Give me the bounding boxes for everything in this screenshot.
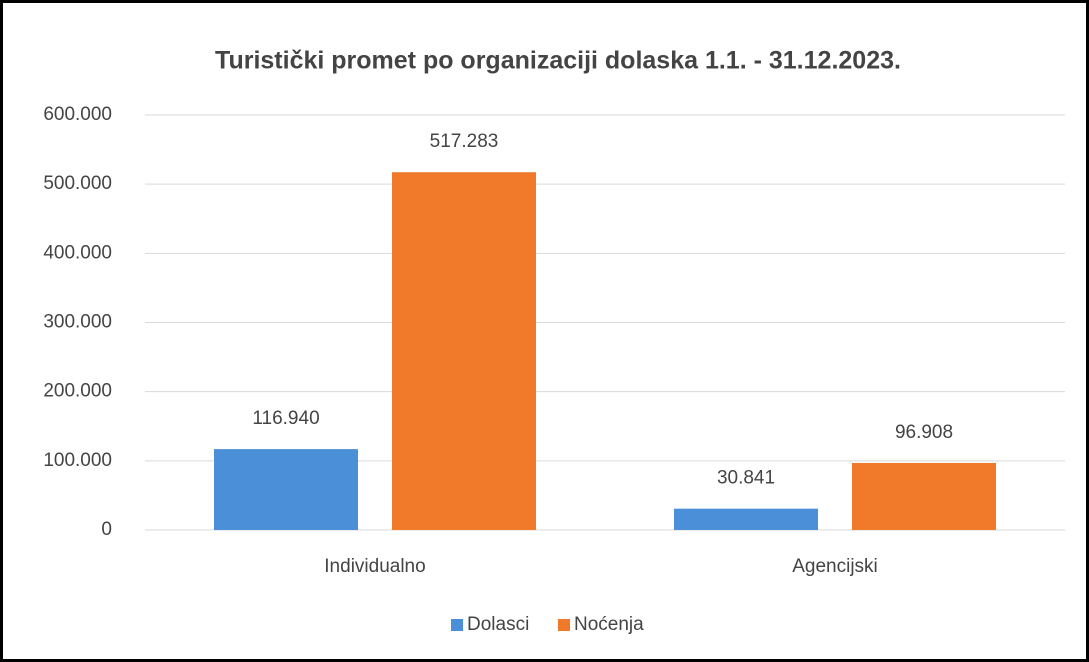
data-label: 517.283: [430, 131, 499, 152]
y-tick-label: 0: [101, 519, 112, 540]
y-tick-label: 200.000: [43, 381, 112, 402]
legend-swatch: [451, 619, 463, 631]
data-label: 96.908: [895, 422, 953, 443]
y-tick-label: 100.000: [43, 450, 112, 471]
y-tick-label: 500.000: [43, 173, 112, 194]
data-label: 116.940: [252, 408, 319, 429]
y-tick-label: 400.000: [43, 242, 112, 263]
legend-label: Dolasci: [467, 614, 529, 635]
x-tick-label: Agencijski: [792, 556, 878, 577]
bar: [392, 172, 536, 530]
bar: [674, 508, 818, 530]
bar: [852, 462, 996, 530]
y-tick-label: 300.000: [43, 312, 112, 333]
legend-label: Noćenja: [574, 614, 644, 635]
legend-swatch: [558, 619, 570, 631]
x-tick-label: Individualno: [324, 556, 425, 577]
y-tick-label: 600.000: [43, 104, 112, 125]
chart-title: Turistički promet po organizaciji dolask…: [215, 47, 901, 75]
data-label: 30.841: [717, 468, 775, 489]
bar: [214, 449, 358, 530]
